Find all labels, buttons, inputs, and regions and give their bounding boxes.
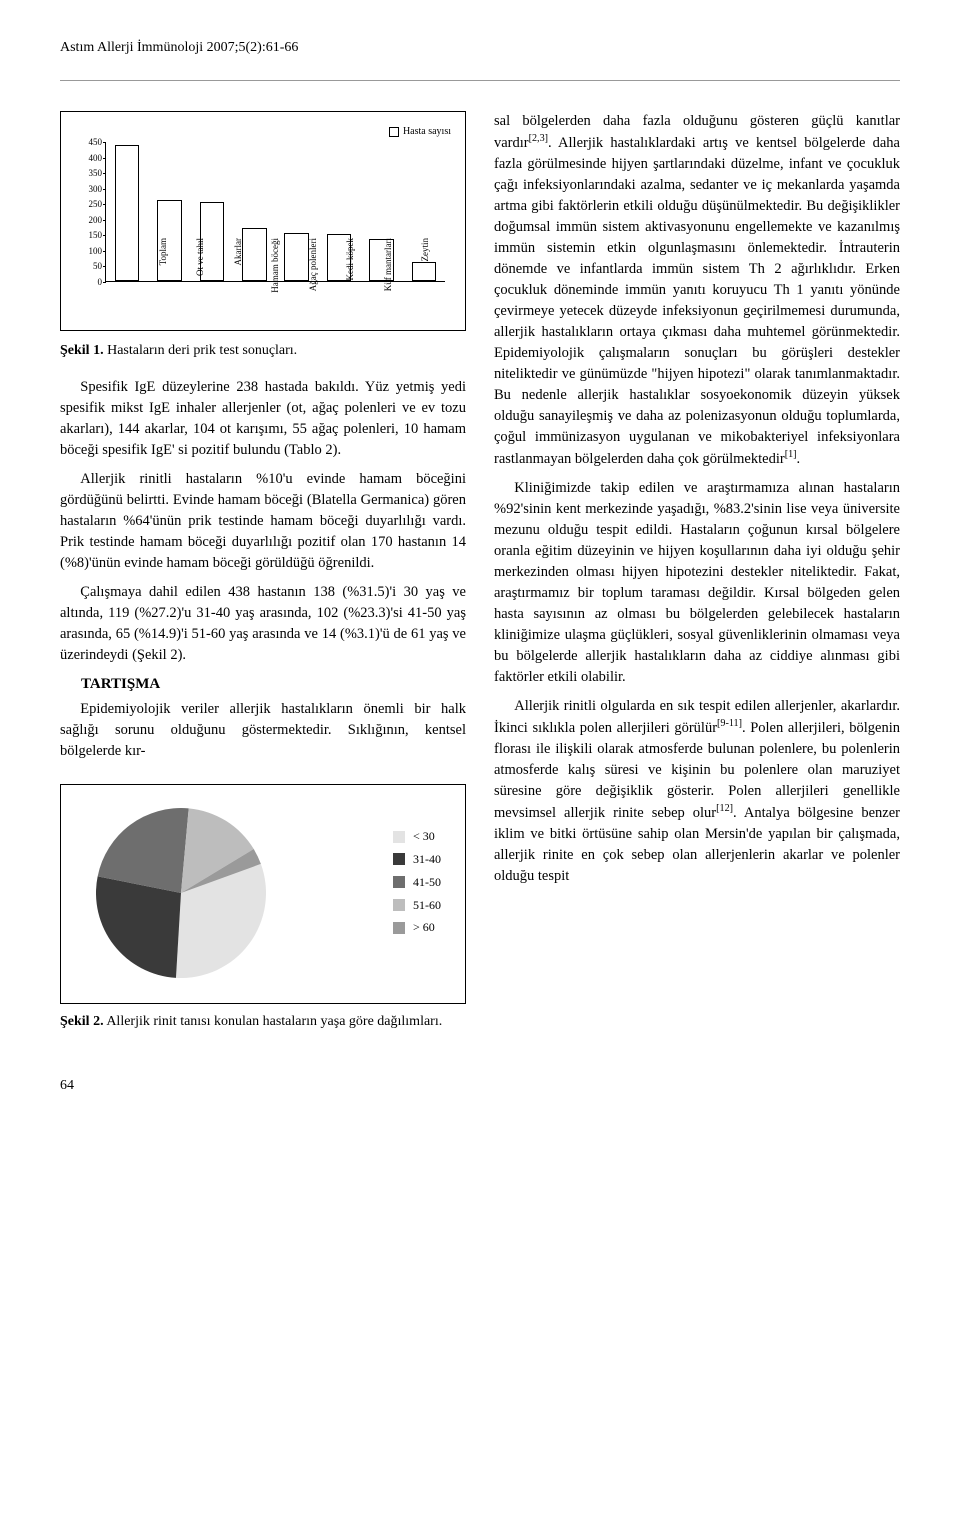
pie-chart-figure: < 3031-4041-5051-60> 60	[60, 784, 466, 1004]
ytick-label: 200	[76, 215, 102, 225]
figure-2-label: Şekil 2.	[60, 1014, 104, 1029]
pie-legend-swatch	[393, 922, 405, 934]
ytick-label: 450	[76, 137, 102, 147]
para-left-3: Çalışmaya dahil edilen 438 hastanın 138 …	[60, 582, 466, 666]
xtick-label: Zeytin	[421, 238, 431, 262]
para-tartisma: Epidemiyolojik veriler allerjik hastalık…	[60, 699, 466, 762]
pie-chart-area	[91, 803, 271, 983]
pie-legend-label: > 60	[413, 916, 435, 939]
pie-legend-row: 31-40	[393, 848, 441, 871]
two-column-layout: Hasta sayısı 050100150200250300350400450…	[60, 111, 900, 1048]
xtick-label: Küf mantarları	[384, 238, 394, 291]
ytick-label: 350	[76, 168, 102, 178]
pie-svg	[91, 803, 271, 983]
pie-legend-swatch	[393, 899, 405, 911]
pie-legend-label: 31-40	[413, 848, 441, 871]
figure-1-label: Şekil 1.	[60, 343, 104, 358]
bar-chart-figure: Hasta sayısı 050100150200250300350400450…	[60, 111, 466, 331]
page-number: 64	[60, 1078, 900, 1094]
pie-chart-legend: < 3031-4041-5051-60> 60	[393, 825, 441, 939]
figure-2-text: Allerjik rinit tanısı konulan hastaların…	[106, 1014, 442, 1029]
pie-legend-row: 51-60	[393, 894, 441, 917]
xtick-label: Toplam	[159, 238, 169, 265]
pie-legend-row: 41-50	[393, 871, 441, 894]
ytick-label: 100	[76, 246, 102, 256]
bar-xlabels: ToplamOt ve tahılAkarlarHamam böceğiAğaç…	[137, 238, 437, 284]
header-rule	[60, 80, 900, 81]
para-left-1: Spesifik IgE düzeylerine 238 hastada bak…	[60, 377, 466, 461]
para-right-1: sal bölgelerden daha fazla olduğunu göst…	[494, 111, 900, 470]
ytick-label: 50	[76, 261, 102, 271]
ytick-label: 400	[76, 153, 102, 163]
ytick-label: 150	[76, 230, 102, 240]
para-right-3: Allerjik rinitli olgularda en sık tespit…	[494, 696, 900, 887]
xtick-label: Hamam böceği	[271, 238, 281, 293]
pie-legend-swatch	[393, 831, 405, 843]
right-column: sal bölgelerden daha fazla olduğunu göst…	[494, 111, 900, 1048]
running-head: Astım Allerji İmmünoloji 2007;5(2):61-66	[60, 40, 900, 56]
pie-slice	[96, 877, 181, 979]
xtick-label: Kedi-köpek	[346, 238, 356, 281]
pie-legend-swatch	[393, 876, 405, 888]
bar-chart-area: 050100150200250300350400450 ToplamOt ve …	[105, 122, 445, 282]
ytick-label: 250	[76, 199, 102, 209]
page: Astım Allerji İmmünoloji 2007;5(2):61-66…	[0, 0, 960, 1134]
xtick-label: Ot ve tahıl	[196, 238, 206, 276]
bar	[115, 145, 140, 281]
xtick-label: Akarlar	[234, 238, 244, 265]
figure-1-text: Hastaların deri prik test sonuçları.	[107, 343, 297, 358]
left-column: Hasta sayısı 050100150200250300350400450…	[60, 111, 466, 1048]
pie-legend-swatch	[393, 853, 405, 865]
pie-legend-row: < 30	[393, 825, 441, 848]
pie-legend-row: > 60	[393, 916, 441, 939]
figure-2-caption: Şekil 2. Allerjik rinit tanısı konulan h…	[60, 1014, 466, 1030]
pie-legend-label: 51-60	[413, 894, 441, 917]
pie-legend-label: < 30	[413, 825, 435, 848]
figure-1-caption: Şekil 1. Hastaların deri prik test sonuç…	[60, 343, 466, 359]
para-right-2: Kliniğimizde takip edilen ve araştırmamı…	[494, 478, 900, 688]
xtick-label: Ağaç polenleri	[309, 238, 319, 291]
ytick-label: 0	[76, 277, 102, 287]
ytick-label: 300	[76, 184, 102, 194]
para-left-2: Allerjik rinitli hastaların %10'u evinde…	[60, 469, 466, 574]
tartisma-heading: TARTIŞMA	[60, 676, 466, 693]
pie-legend-label: 41-50	[413, 871, 441, 894]
